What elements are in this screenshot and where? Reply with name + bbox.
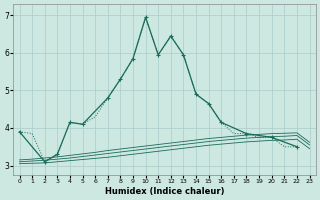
X-axis label: Humidex (Indice chaleur): Humidex (Indice chaleur) — [105, 187, 224, 196]
